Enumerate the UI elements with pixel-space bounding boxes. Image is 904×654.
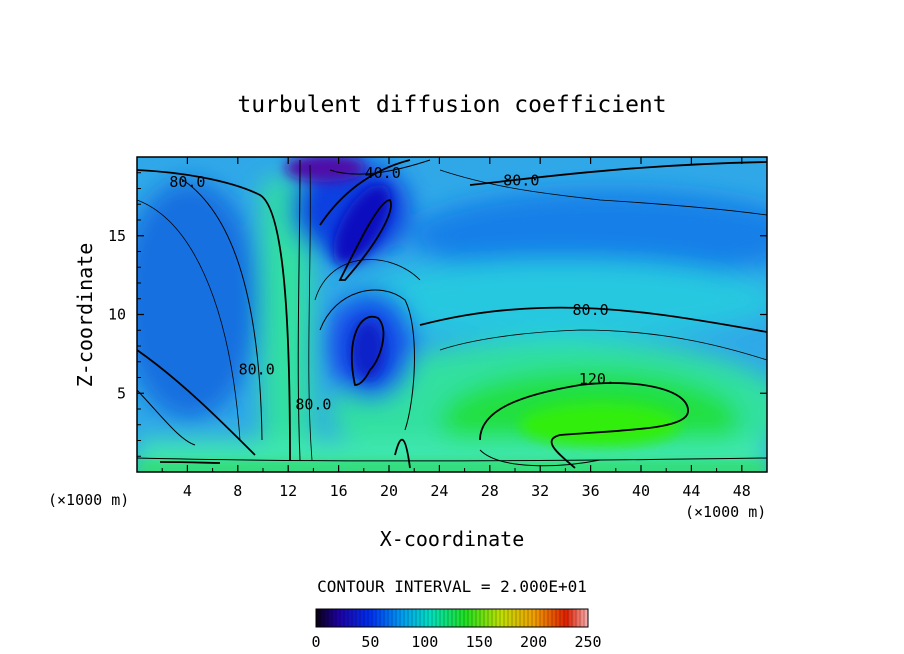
colorbar-tick-label: 0 [311,633,320,651]
x-tick-label: 44 [682,482,700,500]
chart-title: turbulent diffusion coefficient [237,92,666,118]
contour-lines [137,159,767,469]
contour-label: 80.0 [573,301,609,319]
x-tick-label: 20 [380,482,398,500]
x-tick-label: 8 [233,482,242,500]
heatmap-field: 80.0 40.0 80.0 80.0 120. 80.0 80.0 [137,157,767,472]
x-tick-label: 12 [279,482,297,500]
x-tick-label: 48 [733,482,751,500]
contour-label: 80.0 [503,172,539,190]
y-axis-ticks: 5 10 15 [108,172,767,457]
y-tick-label: 10 [108,306,126,324]
x-tick-label: 40 [632,482,650,500]
x-axis-unit-left: (×1000 m) [48,491,129,509]
contour-label: 120. [579,370,615,388]
x-axis-ticks: 4 8 12 16 20 24 28 32 36 40 44 48 [161,157,751,500]
x-tick-label: 28 [481,482,499,500]
y-tick-label: 15 [108,227,126,245]
contour-label: 40.0 [365,164,401,182]
x-tick-label: 16 [330,482,348,500]
contour-interval-text: CONTOUR INTERVAL = 2.000E+01 [317,577,587,596]
contour-label: 80.0 [169,173,205,191]
y-axis-label: Z-coordinate [73,243,97,388]
x-tick-label: 36 [582,482,600,500]
colorbar-ticks: 0 50 100 150 200 250 [311,633,601,651]
contour-label: 80.0 [239,361,275,379]
colorbar-tick-label: 250 [574,633,601,651]
x-tick-label: 4 [183,482,192,500]
colorbar-tick-label: 200 [520,633,547,651]
x-axis-label: X-coordinate [380,527,525,551]
contour-label: 80.0 [295,395,331,413]
colorbar-tick-label: 100 [411,633,438,651]
y-tick-label: 5 [117,384,126,402]
contour-label-layer: 80.0 40.0 80.0 80.0 120. 80.0 80.0 [169,164,615,414]
x-axis-unit-right: (×1000 m) [685,503,766,521]
colorbar-tick-label: 150 [466,633,493,651]
colorbar-tick-label: 50 [361,633,379,651]
x-tick-label: 32 [531,482,549,500]
colorbar [315,608,589,628]
x-tick-label: 24 [430,482,448,500]
